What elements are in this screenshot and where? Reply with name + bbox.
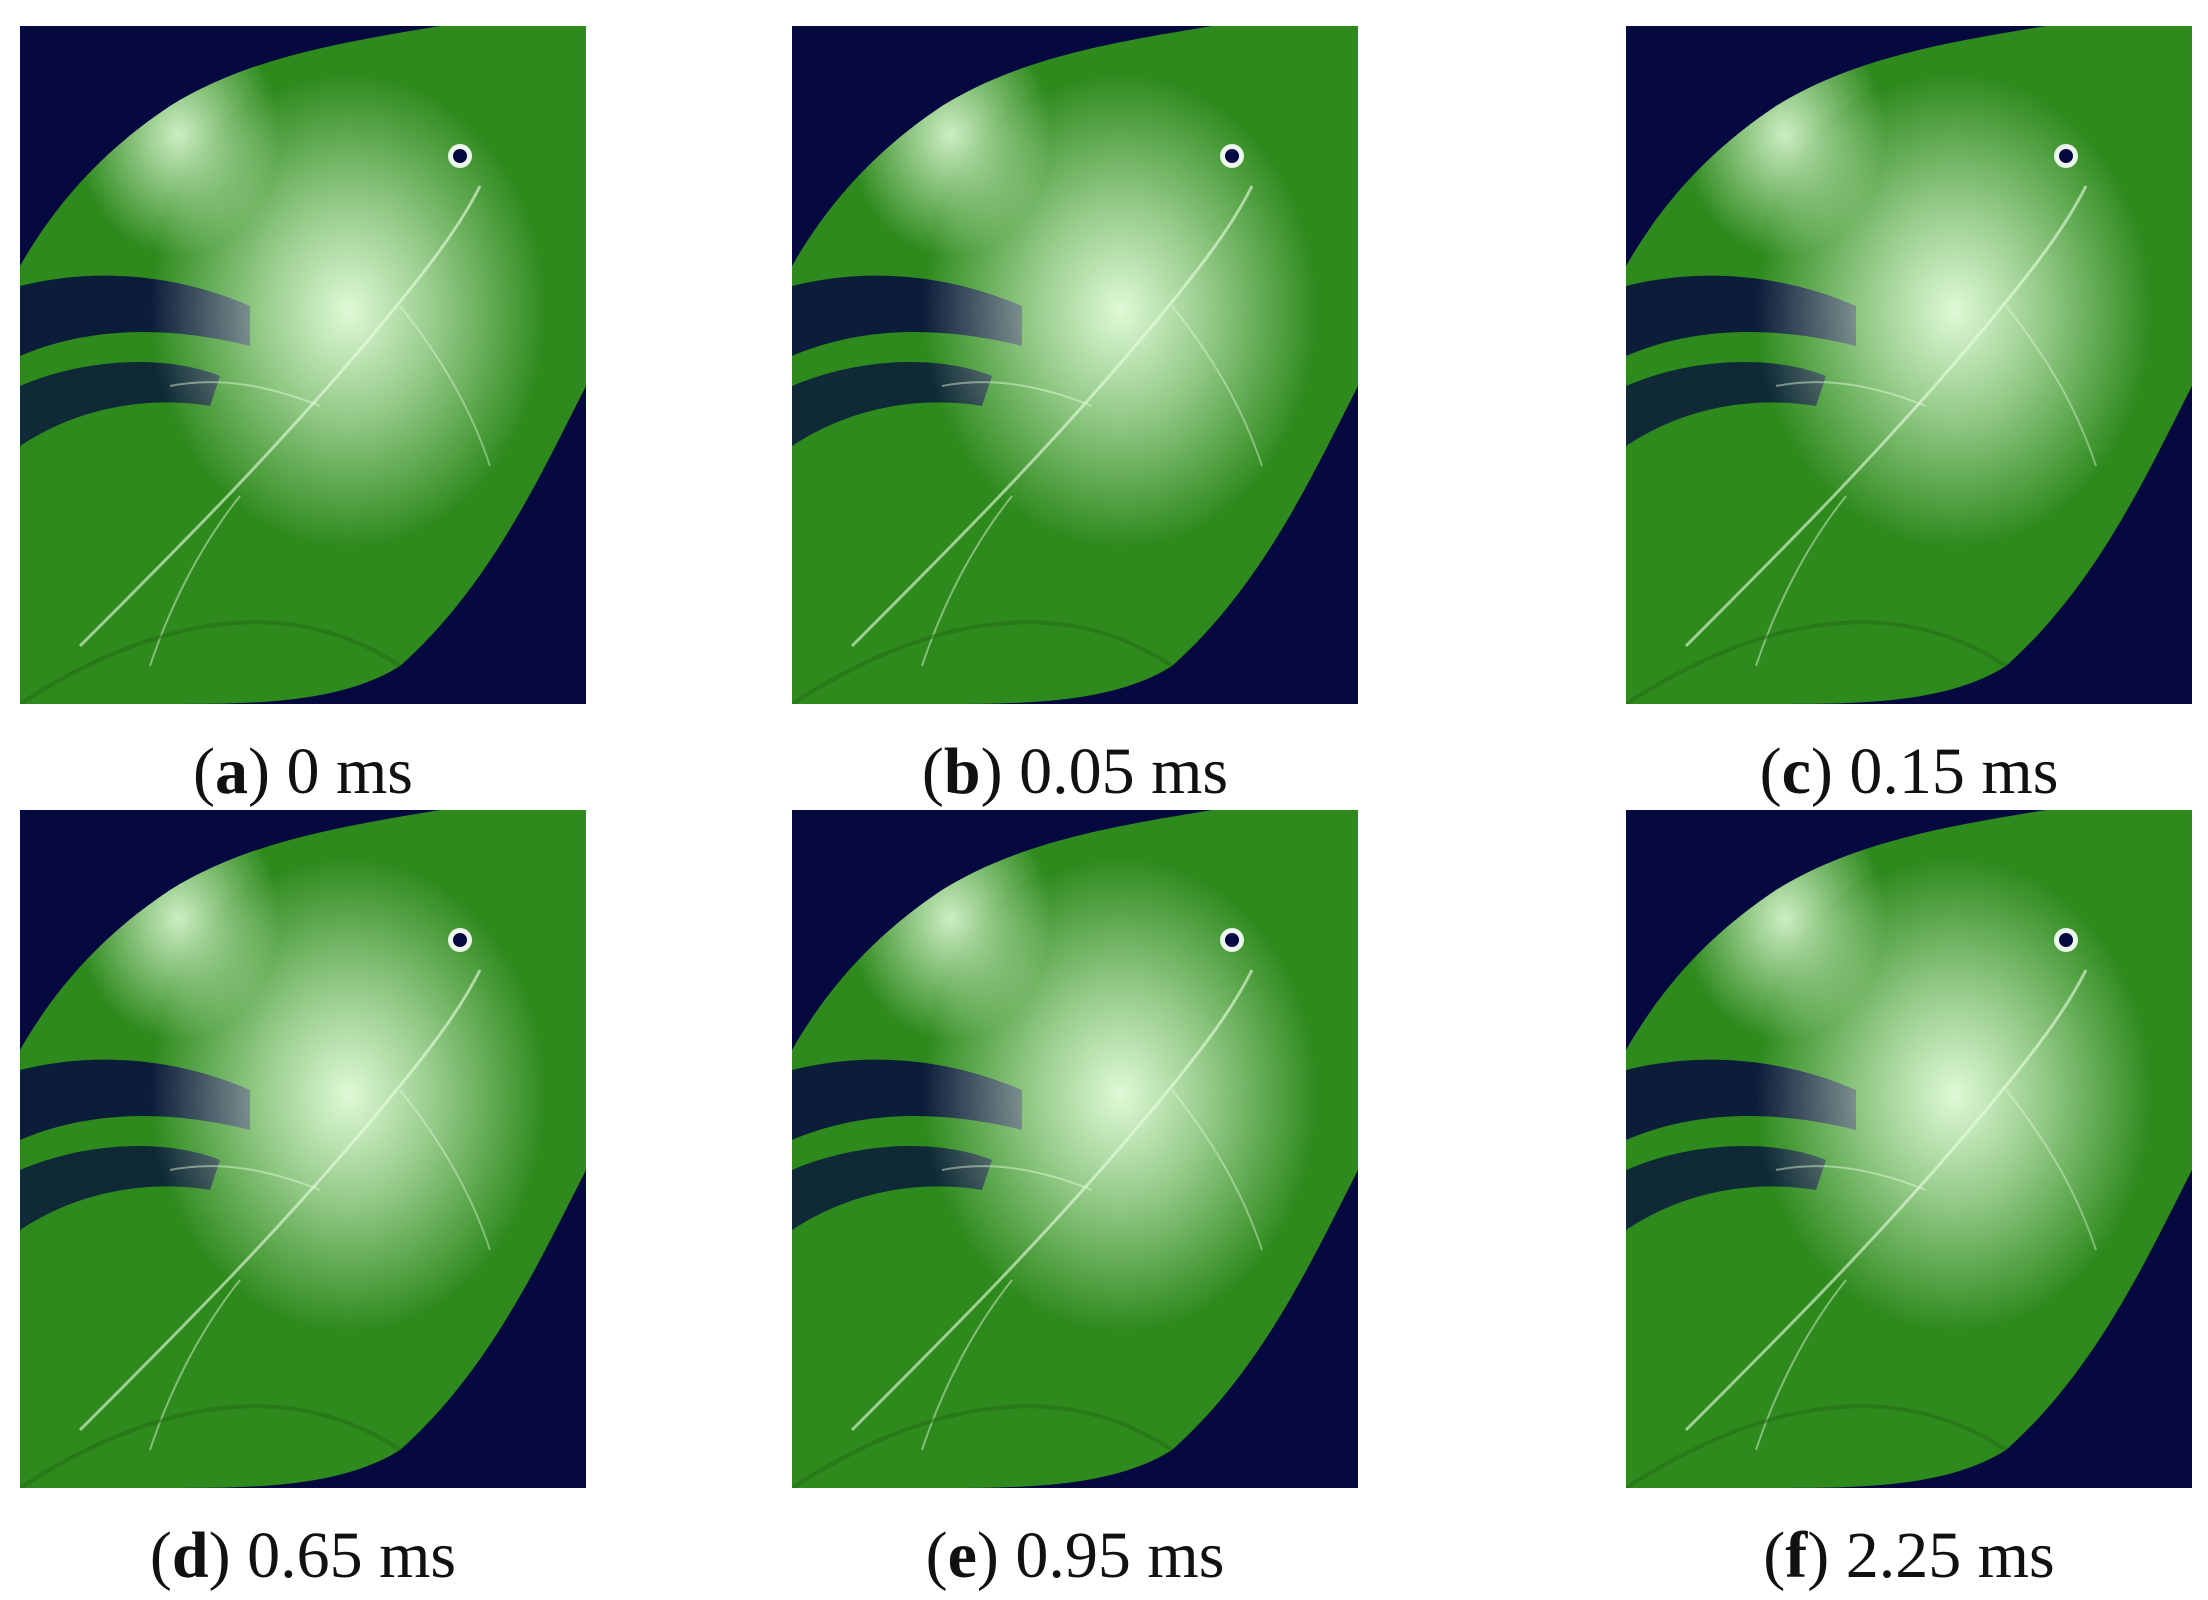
caption-d: (d) 0.65 ms [149,1519,457,1592]
caption-letter: d [171,1519,209,1592]
leaf-picture [1626,810,2192,1488]
leaf-image-a [20,26,586,704]
caption-b: (b) 0.05 ms [921,735,1229,808]
caption-e: (e) 0.95 ms [925,1519,1225,1592]
leaf-image-e [792,810,1358,1488]
caption-letter: e [947,1519,977,1592]
caption-c: (c) 0.15 ms [1759,735,2059,808]
leaf-image-b [792,26,1358,704]
caption-a: (a) 0 ms [193,735,413,808]
leaf-picture [20,26,586,704]
leaf-image-c [1626,26,2192,704]
leaf-image-d [20,810,586,1488]
caption-time: 0.95 ms [1015,1519,1225,1592]
leaf-picture [1626,26,2192,704]
leaf-picture [20,810,586,1488]
caption-f: (f) 2.25 ms [1763,1519,2055,1592]
caption-time: 0.05 ms [1019,735,1229,808]
caption-time: 0.15 ms [1849,735,2059,808]
caption-letter: b [943,735,981,808]
leaf-picture [792,810,1358,1488]
caption-letter: c [1781,735,1811,808]
leaf-picture [792,26,1358,704]
caption-time: 0.65 ms [247,1519,457,1592]
caption-letter: a [214,735,248,808]
leaf-image-f [1626,810,2192,1488]
caption-time: 0 ms [286,735,413,808]
caption-time: 2.25 ms [1845,1519,2055,1592]
caption-letter: f [1785,1519,1808,1592]
